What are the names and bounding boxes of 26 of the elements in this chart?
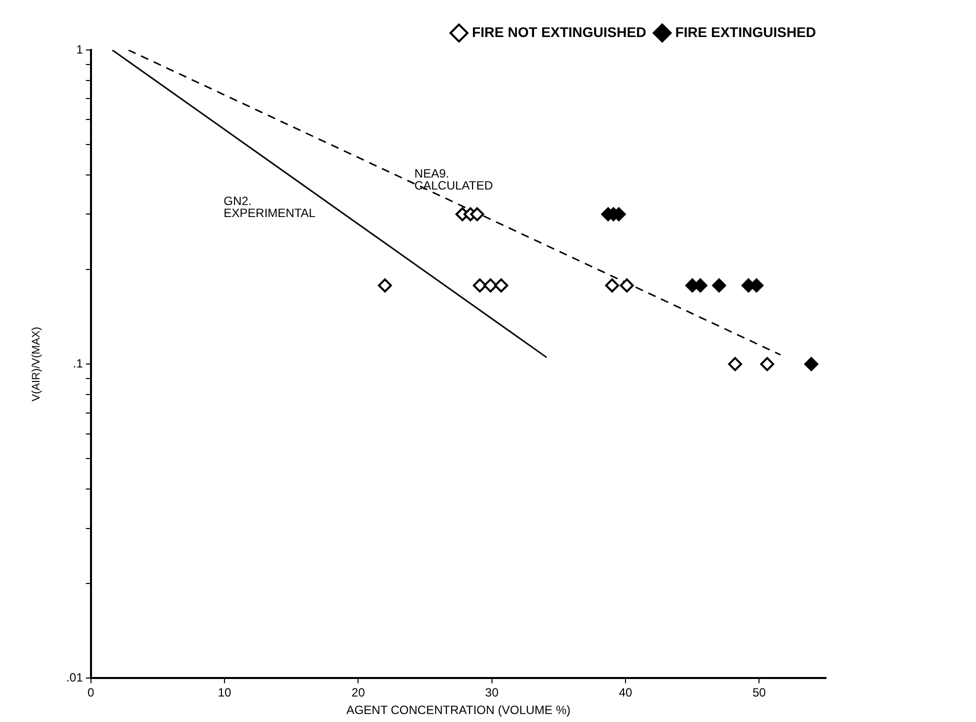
x-tick-label: 30: [485, 686, 499, 700]
series-label: GN2. EXPERIMENTAL: [224, 194, 316, 220]
point: [605, 278, 620, 292]
point: [760, 357, 774, 372]
legend-label: FIRE NOT EXTINGUISHED: [472, 24, 646, 40]
point: [470, 207, 484, 222]
series-label: NEA9. CALCULATED: [414, 166, 494, 193]
point: [484, 278, 498, 292]
legend-label: FIRE EXTINGUISHED: [675, 24, 816, 40]
point: [472, 278, 487, 292]
point: [804, 357, 818, 372]
y-tick-label: .01: [66, 670, 84, 685]
point: [728, 357, 742, 372]
y-tick-label: .1: [72, 356, 84, 370]
x-tick-label: 40: [618, 686, 633, 700]
y-axis-title: V(AIR)/V(MAX): [30, 326, 43, 402]
x-tick-label: 0: [88, 686, 95, 700]
x-tick-label: 50: [752, 686, 766, 700]
point: [620, 278, 634, 292]
x-tick-label: 10: [218, 686, 232, 700]
point: [494, 278, 508, 292]
x-axis-title: AGENT CONCENTRATION (VOLUME %): [346, 703, 571, 718]
x-tick-label: 20: [352, 686, 366, 700]
y-tick-label: 1: [76, 42, 84, 56]
point: [712, 278, 726, 292]
point: [378, 278, 392, 292]
